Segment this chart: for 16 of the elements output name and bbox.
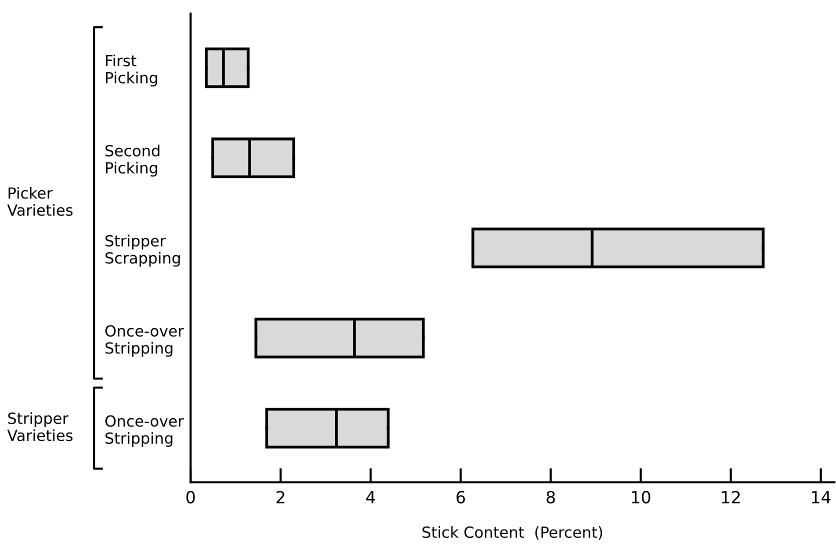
text: Stripper Varieties	[7, 412, 73, 442]
x-tick-label: 14	[812, 491, 830, 504]
x-axis-title: Stick Content (Percent)	[422, 526, 602, 540]
x-tick-label: 10	[632, 490, 650, 504]
x-tick-label: 4	[366, 491, 376, 504]
y-tick-label: Once-over Stripping	[105, 325, 184, 357]
x-tick-label: 2	[276, 490, 284, 504]
y-tick-label: Stripper Scrapping	[106, 234, 180, 267]
x-tick-label: 12	[722, 490, 740, 504]
x-tick-label: 0	[186, 490, 195, 504]
x-tick-label: 8	[546, 490, 555, 504]
y-tick-label: First Picking	[106, 54, 158, 86]
x-tick-label: 6	[456, 490, 465, 504]
y-tick-label: Second Picking	[106, 144, 160, 177]
text: Picker Varieties	[7, 186, 73, 216]
y-tick-label: Once-over Stripping	[105, 415, 184, 447]
